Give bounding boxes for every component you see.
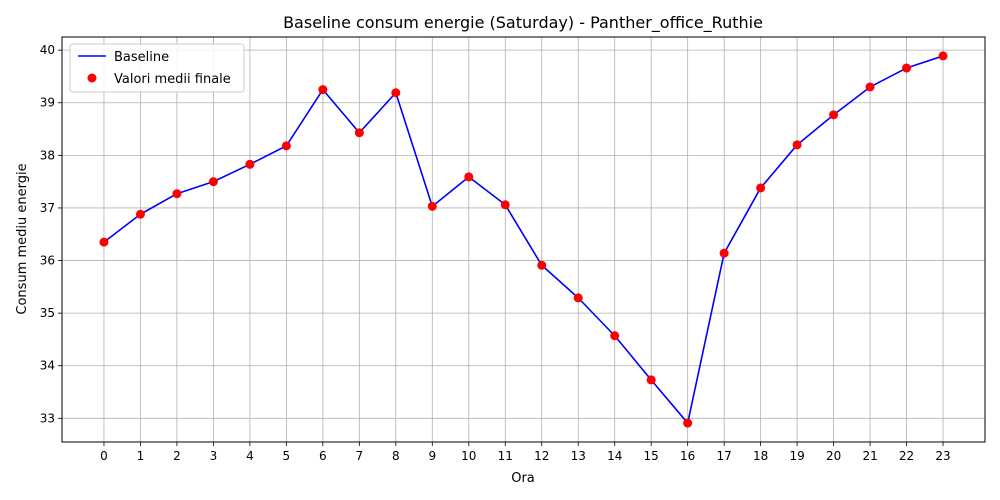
y-tick-label: 33 <box>40 411 55 425</box>
x-tick-label: 20 <box>826 449 841 463</box>
x-tick-label: 4 <box>246 449 254 463</box>
valori-medii-point <box>318 85 328 95</box>
valori-medii-point <box>99 237 109 247</box>
valori-medii-point <box>537 260 547 270</box>
valori-medii-point <box>208 177 218 187</box>
valori-medii-point <box>792 140 802 150</box>
x-tick-label: 17 <box>717 449 732 463</box>
valori-medii-point <box>865 82 875 92</box>
x-axis: 0 1 2 3 4 5 6 7 8 9 10 11 12 13 14 15 16 17 18 19 20 21 22 23 <box>100 442 951 463</box>
legend-box <box>69 43 245 93</box>
y-tick-label: 37 <box>40 201 55 215</box>
valori-medii-point <box>938 51 948 61</box>
valori-medii-point <box>135 209 145 219</box>
valori-medii-point <box>500 200 510 210</box>
x-tick-label: 7 <box>356 449 364 463</box>
valori-medii-point <box>646 375 656 385</box>
legend: Baseline Valori medii finale <box>69 43 245 93</box>
plot-frame <box>61 36 986 443</box>
chart-title: Baseline consum energie (Saturday) - Pan… <box>283 13 763 33</box>
y-tick-label: 39 <box>40 96 55 110</box>
x-tick-label: 22 <box>899 449 914 463</box>
y-tick-label: 35 <box>40 306 55 320</box>
valori-medii-point <box>573 293 583 303</box>
x-tick-label: 15 <box>644 449 659 463</box>
y-tick-label: 34 <box>40 359 55 373</box>
valori-medii-point <box>610 331 620 341</box>
x-axis-title: Ora <box>511 471 535 486</box>
x-tick-label: 19 <box>789 449 804 463</box>
y-tick-label: 36 <box>40 254 55 268</box>
legend-label-valori: Valori medii finale <box>114 72 231 87</box>
x-tick-label: 12 <box>534 449 549 463</box>
legend-label-baseline: Baseline <box>114 50 169 65</box>
valori-medii-point <box>464 172 474 182</box>
grid-lines <box>62 37 985 442</box>
y-tick-label: 40 <box>40 43 55 57</box>
valori-medii-point <box>391 88 401 98</box>
x-tick-label: 21 <box>862 449 877 463</box>
y-axis-title: Consum mediu energie <box>15 163 30 314</box>
x-tick-label: 0 <box>100 449 108 463</box>
baseline-series-line <box>103 55 944 424</box>
valori-medii-point <box>245 159 255 169</box>
valori-medii-point <box>281 141 291 151</box>
legend-dot-swatch <box>87 73 97 83</box>
valori-medii-point <box>427 201 437 211</box>
x-tick-label: 10 <box>461 449 476 463</box>
x-tick-label: 13 <box>571 449 586 463</box>
valori-medii-point <box>354 128 364 138</box>
valori-medii-point <box>902 63 912 73</box>
x-tick-label: 6 <box>319 449 327 463</box>
y-tick-label: 38 <box>40 148 55 162</box>
series-layer <box>99 51 948 428</box>
x-tick-label: 23 <box>935 449 950 463</box>
valori-medii-point <box>172 189 182 199</box>
x-tick-label: 9 <box>428 449 436 463</box>
y-axis: 33 34 35 36 37 38 39 40 <box>40 43 62 425</box>
valori-medii-point <box>683 418 693 428</box>
x-tick-label: 3 <box>210 449 218 463</box>
x-tick-label: 16 <box>680 449 695 463</box>
x-tick-label: 5 <box>283 449 291 463</box>
x-tick-label: 18 <box>753 449 768 463</box>
x-tick-label: 11 <box>498 449 513 463</box>
x-tick-label: 2 <box>173 449 181 463</box>
valori-medii-point <box>756 183 766 193</box>
valori-medii-point <box>829 110 839 120</box>
x-tick-label: 14 <box>607 449 622 463</box>
x-tick-label: 8 <box>392 449 400 463</box>
x-tick-label: 1 <box>137 449 145 463</box>
valori-medii-point <box>719 248 729 258</box>
